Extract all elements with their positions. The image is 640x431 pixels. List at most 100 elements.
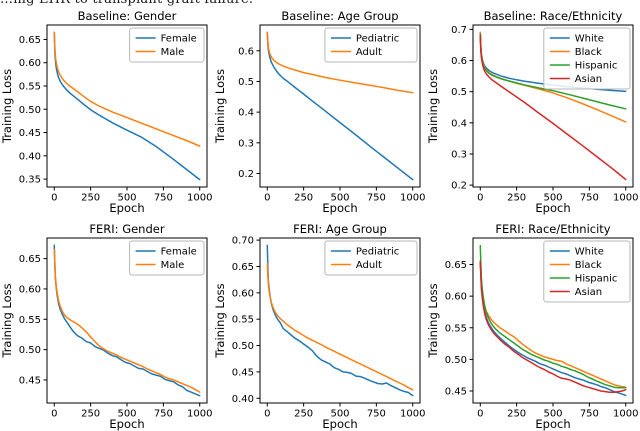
charts-grid: 0 250 500 750 1000 0.35 0.40 0.45 0.50 0.55 0.60 0.… bbox=[0, 9, 639, 431]
y-tick-label: 0.65 bbox=[232, 262, 254, 273]
series-line-asian bbox=[479, 260, 627, 394]
x-tick-label: 500 bbox=[543, 193, 562, 204]
y-tick-label: 0.65 bbox=[445, 260, 467, 271]
legend-item-label: Adult bbox=[356, 260, 382, 271]
x-tick-label: 250 bbox=[294, 193, 313, 204]
y-tick-label: 0.60 bbox=[445, 292, 467, 303]
x-axis-label: Epoch bbox=[535, 201, 570, 215]
x-tick-label: 1000 bbox=[187, 193, 212, 204]
series-line-female bbox=[53, 31, 201, 181]
legend-item-label: Adult bbox=[356, 47, 382, 58]
legend-item-label: Hispanic bbox=[575, 274, 618, 285]
y-axis-label: Training Loss bbox=[426, 69, 440, 144]
series-line-male bbox=[53, 31, 201, 147]
series-line-black bbox=[479, 260, 627, 388]
clipped-caption: …ing EHR to transplant graft failure. bbox=[0, 0, 640, 9]
legend: Female Male bbox=[129, 27, 205, 63]
y-tick-label: 0.2 bbox=[451, 181, 467, 192]
y-tick-label: 0.65 bbox=[19, 254, 41, 265]
series-line-hispanic bbox=[479, 244, 627, 389]
legend-item-label: Asian bbox=[575, 287, 602, 298]
legend-item-label: White bbox=[575, 34, 604, 45]
y-axis-label: Training Loss bbox=[426, 283, 440, 358]
legend-box bbox=[324, 240, 418, 276]
x-tick-label: 500 bbox=[543, 409, 562, 420]
chart-baseline-age-group: 0 250 500 750 1000 0.2 0.3 0.4 0.5 0.6 Baseline: A… bbox=[213, 9, 425, 215]
y-tick-label: 0.35 bbox=[19, 175, 41, 186]
legend-box bbox=[129, 240, 205, 276]
subplot-baseline-gender: 0 250 500 750 1000 0.35 0.40 0.45 0.50 0.55 0.60 0.… bbox=[0, 9, 213, 215]
y-tick-label: 0.4 bbox=[451, 118, 467, 129]
y-tick-label: 0.50 bbox=[445, 355, 467, 366]
x-tick-label: 250 bbox=[81, 193, 100, 204]
series-line-adult bbox=[266, 263, 414, 391]
x-tick-label: 1000 bbox=[613, 193, 638, 204]
x-tick-label: 750 bbox=[154, 409, 173, 420]
x-axis-label: Epoch bbox=[322, 201, 357, 215]
chart-baseline-race-ethnicity: 0 250 500 750 1000 0.2 0.3 0.4 0.5 0.6 0.7 Baseline… bbox=[426, 9, 638, 215]
y-tick-label: 0.40 bbox=[19, 151, 41, 162]
legend-item-label: Black bbox=[575, 260, 602, 271]
legend: Pediatric Adult bbox=[324, 240, 418, 276]
legend-item-label: Pediatric bbox=[356, 34, 399, 45]
y-tick-label: 0.55 bbox=[19, 315, 41, 326]
x-tick-label: 0 bbox=[264, 193, 270, 204]
x-tick-label: 1000 bbox=[187, 409, 212, 420]
legend: Pediatric Adult bbox=[324, 27, 418, 63]
x-tick-label: 750 bbox=[154, 193, 173, 204]
legend-item-label: Black bbox=[575, 47, 602, 58]
y-tick-label: 0.5 bbox=[451, 87, 467, 98]
y-tick-label: 0.60 bbox=[19, 58, 41, 69]
x-tick-label: 1000 bbox=[400, 409, 425, 420]
subplot-feri-age-group: 0 250 500 750 1000 0.40 0.45 0.50 0.55 0.60 0.65 0.… bbox=[213, 222, 426, 431]
chart-title: FERI: Gender bbox=[89, 222, 164, 236]
legend: Female Male bbox=[129, 240, 205, 276]
subplot-feri-race-ethnicity: 0 250 500 750 1000 0.45 0.50 0.55 0.60 0.65 FERI: … bbox=[426, 222, 639, 431]
clipped-caption-text: …ing EHR to transplant graft failure. bbox=[0, 0, 253, 7]
y-tick-label: 0.60 bbox=[19, 284, 41, 295]
y-tick-label: 0.70 bbox=[232, 236, 254, 247]
y-tick-label: 0.45 bbox=[19, 128, 41, 139]
legend-item-label: Male bbox=[161, 260, 185, 271]
subplot-baseline-race-ethnicity: 0 250 500 750 1000 0.2 0.3 0.4 0.5 0.6 0.7 Baseline… bbox=[426, 9, 639, 215]
y-tick-label: 0.50 bbox=[19, 105, 41, 116]
y-tick-label: 0.3 bbox=[238, 138, 254, 149]
chart-title: Baseline: Age Group bbox=[281, 9, 398, 23]
x-tick-label: 750 bbox=[367, 193, 386, 204]
legend-item-label: Female bbox=[161, 247, 197, 258]
legend: White Black Hispanic Asian bbox=[543, 240, 631, 303]
x-tick-label: 0 bbox=[477, 409, 483, 420]
x-tick-label: 500 bbox=[330, 409, 349, 420]
x-axis-label: Epoch bbox=[535, 417, 570, 431]
y-axis-label: Training Loss bbox=[213, 69, 227, 144]
x-tick-label: 500 bbox=[117, 409, 136, 420]
x-tick-label: 750 bbox=[580, 409, 599, 420]
y-tick-label: 0.45 bbox=[445, 386, 467, 397]
y-tick-label: 0.7 bbox=[451, 25, 467, 36]
x-tick-label: 1000 bbox=[613, 409, 638, 420]
chart-feri-age-group: 0 250 500 750 1000 0.40 0.45 0.50 0.55 0.60 0.65 0.… bbox=[213, 222, 425, 431]
y-tick-label: 0.50 bbox=[232, 341, 254, 352]
x-tick-label: 250 bbox=[507, 409, 526, 420]
legend-item-label: White bbox=[575, 247, 604, 258]
y-tick-label: 0.3 bbox=[451, 149, 467, 160]
x-tick-label: 0 bbox=[264, 409, 270, 420]
x-tick-label: 750 bbox=[580, 193, 599, 204]
y-tick-label: 0.50 bbox=[19, 345, 41, 356]
legend-item-label: Hispanic bbox=[575, 61, 618, 72]
legend-item-label: Pediatric bbox=[356, 247, 399, 258]
series-line-asian bbox=[479, 34, 627, 181]
y-tick-label: 0.40 bbox=[232, 394, 254, 405]
x-tick-label: 250 bbox=[294, 409, 313, 420]
series-line-adult bbox=[266, 31, 414, 94]
y-tick-label: 0.65 bbox=[19, 35, 41, 46]
chart-title: Baseline: Gender bbox=[78, 9, 177, 23]
x-tick-label: 500 bbox=[330, 193, 349, 204]
x-axis-label: Epoch bbox=[109, 417, 144, 431]
y-tick-label: 0.4 bbox=[238, 108, 254, 119]
series-line-pediatric bbox=[266, 244, 414, 397]
legend-item-label: Asian bbox=[575, 74, 602, 85]
y-axis-label: Training Loss bbox=[0, 69, 14, 144]
x-axis-label: Epoch bbox=[109, 201, 144, 215]
series-line-female bbox=[53, 244, 201, 397]
